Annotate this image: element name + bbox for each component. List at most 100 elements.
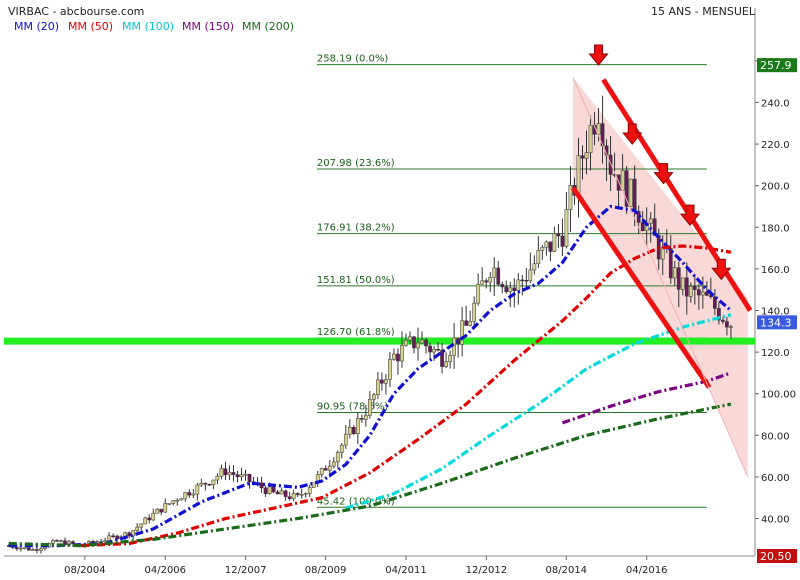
candle-body xyxy=(215,475,220,481)
candle-body xyxy=(219,468,224,477)
y-tick-label: 160.0 xyxy=(761,265,790,276)
candle-body xyxy=(359,418,364,420)
candle-body xyxy=(368,399,372,416)
candle-body xyxy=(388,359,392,380)
candle-body xyxy=(560,235,565,247)
x-tick-label: 04/2011 xyxy=(385,565,427,576)
candle-body xyxy=(648,218,653,224)
candle-body xyxy=(580,155,585,159)
candle-body xyxy=(376,379,380,395)
candle-body xyxy=(552,233,557,252)
candle-body xyxy=(624,170,629,207)
candle-body xyxy=(416,342,420,349)
candle-body xyxy=(179,498,184,501)
candle-body xyxy=(668,248,673,279)
candle-body xyxy=(347,427,352,435)
chart-title: VIRBAC - abcbourse.com xyxy=(8,5,144,18)
x-tick-label: 08/2004 xyxy=(64,565,106,576)
y-tick-label: 100.00 xyxy=(761,390,796,401)
candle-body xyxy=(448,355,452,363)
x-tick-label: 12/2012 xyxy=(466,565,508,576)
candle-body xyxy=(404,339,408,346)
candle-body xyxy=(520,279,525,282)
candle-body xyxy=(713,296,717,309)
down-arrow-icon xyxy=(622,123,643,145)
candle-body xyxy=(364,415,368,420)
y-tick-label: 140.0 xyxy=(761,306,790,317)
fib-label-6: 45.42 (100.0%) xyxy=(317,496,395,507)
candle-body xyxy=(508,287,513,293)
candle-body xyxy=(275,491,280,495)
candle-body xyxy=(187,492,192,496)
candle-body xyxy=(155,508,160,514)
candle-body xyxy=(151,512,156,521)
candle-body xyxy=(223,468,228,476)
candle-body xyxy=(672,267,677,279)
candle-body xyxy=(484,280,489,283)
candle-body xyxy=(35,549,39,551)
candle-body xyxy=(428,345,432,353)
candle-body xyxy=(335,452,340,463)
candle-body xyxy=(279,490,284,495)
chart-period: 15 ANS - MENSUEL xyxy=(651,5,756,18)
candle-body xyxy=(27,547,31,551)
candle-body xyxy=(472,302,477,322)
candle-body xyxy=(339,444,344,453)
fib-label-0: 258.19 (0.0%) xyxy=(317,54,388,65)
ma-line-3 xyxy=(561,371,732,425)
candle-body xyxy=(528,269,533,282)
candle-body xyxy=(55,540,59,542)
candle-body xyxy=(323,468,328,471)
y-tick-label: 60.00 xyxy=(761,473,790,484)
candle-body xyxy=(95,541,99,543)
candle-body xyxy=(195,484,200,495)
candle-body xyxy=(139,523,144,528)
candle-body xyxy=(183,492,188,500)
candle-body xyxy=(632,178,637,212)
candle-body xyxy=(700,291,705,296)
candle-body xyxy=(628,178,633,207)
fib-label-5: 90.95 (78.6%) xyxy=(317,402,388,413)
candle-body xyxy=(239,474,244,478)
candle-body xyxy=(203,482,208,485)
candle-body xyxy=(396,353,400,362)
legend-mm20: MM (20) xyxy=(14,20,59,33)
candle-body xyxy=(372,394,376,400)
candle-body xyxy=(408,336,412,341)
candle-body xyxy=(271,486,276,493)
candle-body xyxy=(283,490,288,497)
candle-body xyxy=(684,277,689,297)
candle-body xyxy=(548,241,553,252)
candle-body xyxy=(351,427,356,434)
fib-label-4: 126.70 (61.8%) xyxy=(317,327,395,338)
candle-body xyxy=(544,241,549,248)
high-badge-bg xyxy=(757,58,797,73)
candle-body xyxy=(729,326,733,328)
candle-body xyxy=(432,348,436,353)
candle-body xyxy=(263,487,268,494)
x-axis-ticks: 08/2004 04/2006 12/2007 08/2009 04/2011 12/20… xyxy=(64,556,667,576)
candle-body xyxy=(568,184,573,210)
legend-mm150: MM (150) xyxy=(182,20,234,33)
ma-line-1 xyxy=(80,244,732,548)
candle-body xyxy=(688,286,693,297)
candle-body xyxy=(287,496,292,499)
candle-body xyxy=(131,530,136,537)
candle-body xyxy=(327,465,332,471)
candle-body xyxy=(311,482,316,488)
candle-body xyxy=(23,547,27,549)
candle-body xyxy=(596,123,601,135)
candle-body xyxy=(59,540,63,543)
candle-body xyxy=(540,247,545,251)
candle-body xyxy=(500,284,505,288)
high-badge: 257.9 xyxy=(760,59,792,72)
y-tick-label: 120.0 xyxy=(761,348,790,359)
cone-edge-line xyxy=(572,77,749,478)
candle-body xyxy=(14,547,19,550)
candle-body xyxy=(588,124,593,153)
candle-body xyxy=(51,540,55,544)
candle-body xyxy=(384,379,388,384)
candle-body xyxy=(640,222,645,231)
candle-body xyxy=(424,339,428,347)
